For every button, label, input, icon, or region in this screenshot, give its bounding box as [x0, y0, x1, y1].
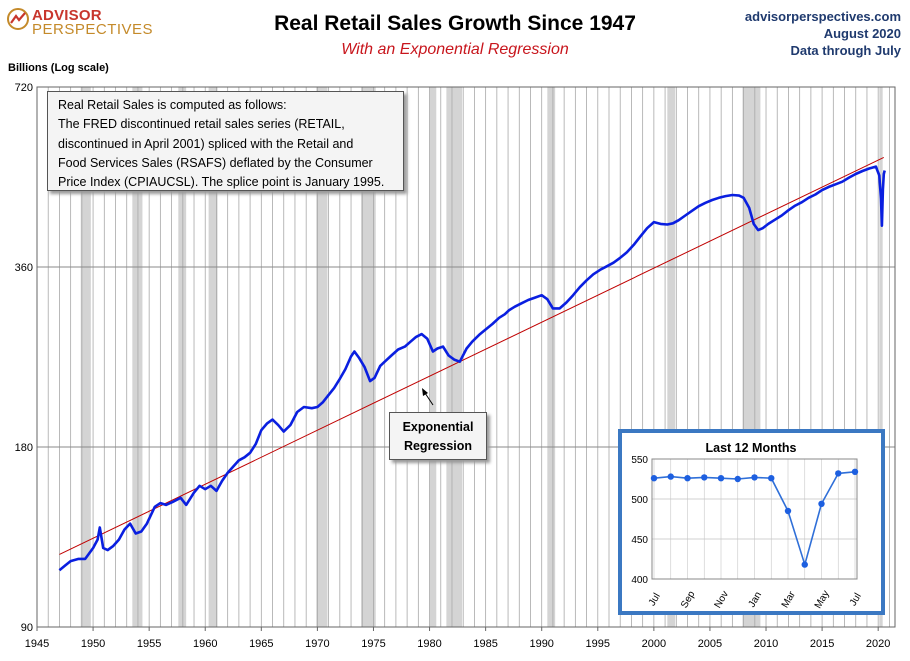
x-tick-label: 1945 — [25, 638, 49, 650]
note-line: Real Retail Sales is computed as follows… — [58, 98, 287, 112]
x-tick-label: 2020 — [866, 638, 890, 650]
inset-y-tick-label: 400 — [631, 575, 648, 586]
annotation-line1: Exponential — [402, 420, 474, 434]
x-tick-label: 1975 — [361, 638, 385, 650]
x-tick-label: 1965 — [249, 638, 273, 650]
note-line: The FRED discontinued retail sales serie… — [58, 117, 345, 132]
recession-band — [429, 87, 437, 627]
inset-point — [835, 470, 842, 477]
x-tick-label: 1970 — [305, 638, 329, 650]
publish-date: August 2020 — [823, 26, 901, 41]
brand-logo: ADVISOR PERSPECTIVES — [6, 7, 153, 41]
x-tick-label: 2005 — [698, 638, 722, 650]
methodology-note: Real Retail Sales is computed as follows… — [47, 91, 404, 191]
x-tick-label: 2000 — [642, 638, 666, 650]
annotation-line2: Regression — [403, 439, 473, 453]
x-tick-label: 2010 — [754, 638, 778, 650]
inset-point — [650, 475, 658, 482]
inset-point — [768, 475, 775, 482]
note-line: Price Index (CPIAUCSL). The splice point… — [58, 175, 385, 190]
recession-band — [879, 87, 883, 627]
y-tick-label: 720 — [15, 82, 33, 94]
annotation-arrow — [424, 392, 434, 406]
inset-y-tick-label: 450 — [631, 535, 648, 546]
inset-point — [701, 474, 708, 481]
x-tick-label: 1955 — [137, 638, 161, 650]
recession-band — [547, 87, 556, 627]
advisor-perspectives-logo-icon — [7, 8, 29, 30]
data-through: Data through July — [790, 43, 901, 58]
recession-band — [316, 87, 328, 627]
x-tick-label: 1985 — [473, 638, 497, 650]
y-tick-label: 90 — [21, 622, 33, 634]
note-line: Food Services Sales (RSAFS) deflated by … — [58, 155, 373, 170]
recession-band — [208, 87, 218, 627]
inset-plot-border — [651, 458, 858, 580]
note-line: discontinued in April 2001) spliced with… — [58, 136, 354, 151]
x-tick-label: 2015 — [810, 638, 834, 650]
inset-point — [784, 507, 792, 515]
x-tick-label: 1990 — [529, 638, 553, 650]
brand-line2: PERSPECTIVES — [32, 21, 154, 38]
inset-y-tick-label: 550 — [631, 455, 648, 466]
recession-band — [667, 87, 676, 627]
inset-title: Last 12 Months — [706, 441, 797, 455]
inset-point — [734, 475, 741, 483]
inset-point — [751, 474, 758, 481]
brand-line1: ADVISOR — [32, 7, 102, 24]
y-tick-label: 360 — [15, 262, 33, 274]
inset-frame — [618, 429, 885, 615]
inset-point — [851, 468, 859, 475]
inset-y-tick-label: 500 — [631, 495, 648, 506]
chart-subtitle: With an Exponential Regression — [341, 41, 569, 58]
inset-point — [684, 475, 691, 482]
retail-sales-line — [58, 165, 886, 572]
recession-band — [80, 87, 91, 627]
inset-point — [801, 561, 808, 568]
annotation-arrowhead — [422, 388, 428, 396]
recession-band — [132, 87, 143, 627]
recession-band — [361, 87, 376, 627]
inset-point — [717, 475, 725, 482]
x-tick-label: 1960 — [193, 638, 217, 650]
site-url[interactable]: advisorperspectives.com — [744, 9, 901, 24]
x-tick-label: 1950 — [81, 638, 105, 650]
chart-title: Real Retail Sales Growth Since 1947 — [274, 12, 636, 35]
recession-band — [178, 87, 187, 627]
recession-band — [446, 87, 463, 627]
plot-border — [36, 86, 896, 628]
y-tick-label: 180 — [15, 442, 33, 454]
x-tick-label: 1980 — [417, 638, 441, 650]
y-axis-label: Billions (Log scale) — [8, 62, 109, 74]
regression-annotation: Exponential Regression — [389, 412, 487, 460]
inset-point — [667, 473, 674, 480]
x-tick-label: 1995 — [586, 638, 610, 650]
inset-point — [818, 500, 825, 507]
